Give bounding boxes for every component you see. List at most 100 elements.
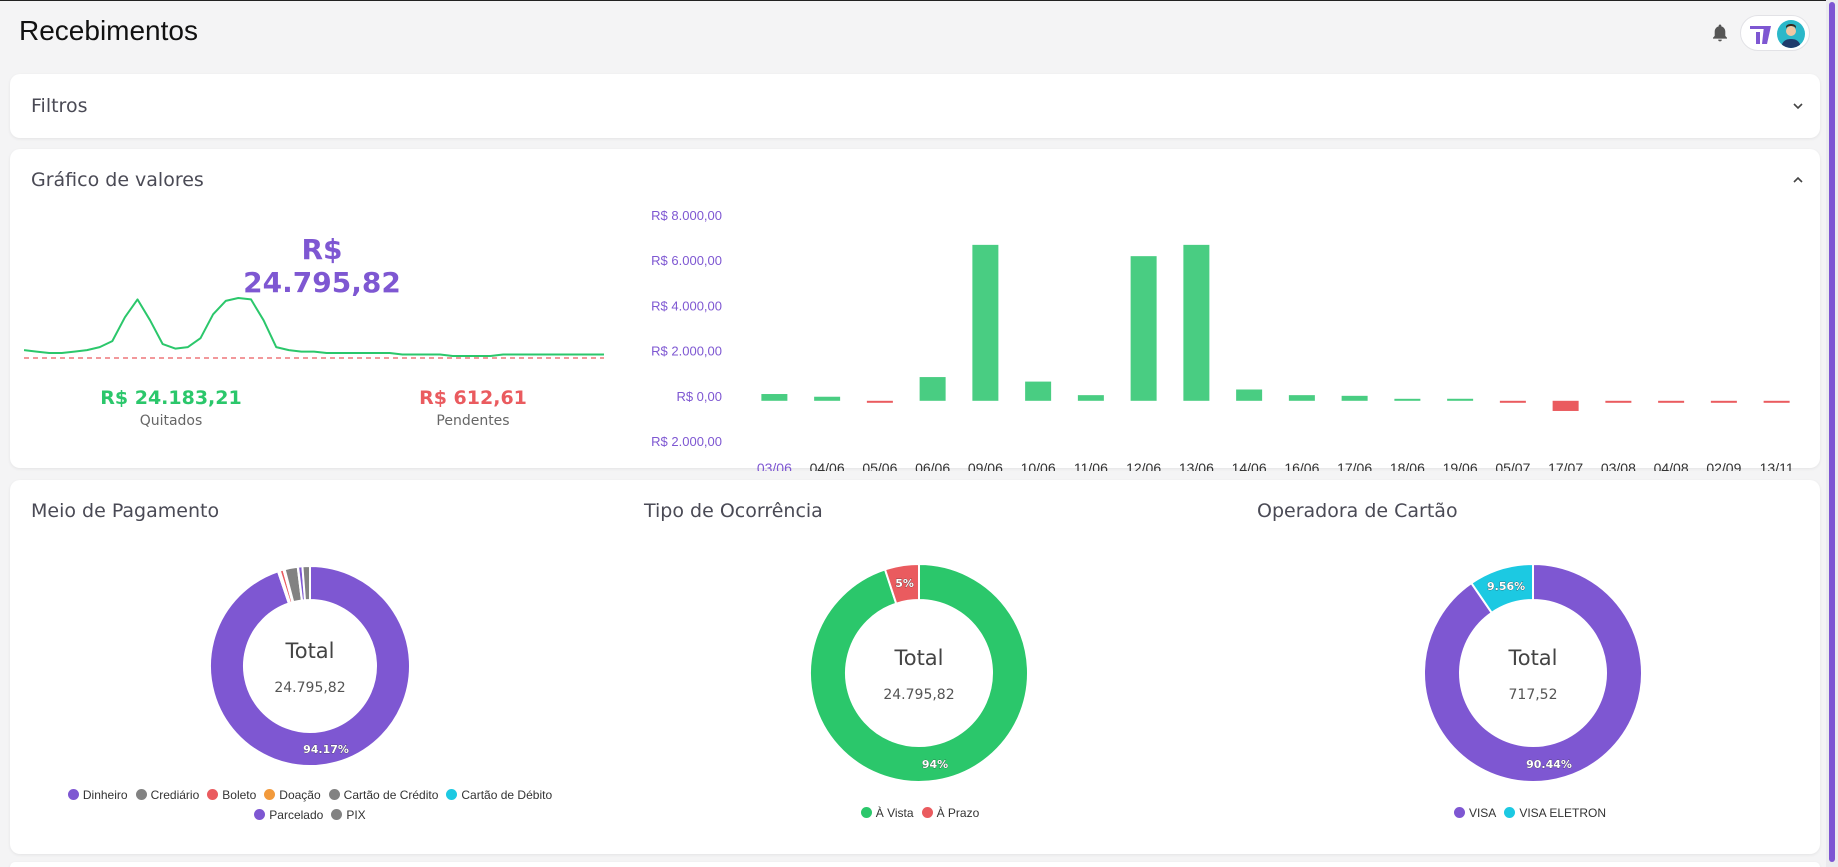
- bar[interactable]: [1077, 395, 1104, 401]
- bar[interactable]: [814, 396, 841, 401]
- filters-title: Filtros: [31, 95, 88, 117]
- chevron-up-icon[interactable]: [1792, 176, 1804, 184]
- donut-center-value: 717,52: [1509, 687, 1558, 703]
- donut-slice[interactable]: [209, 564, 411, 767]
- page-title: Recebimentos: [19, 15, 198, 46]
- slice-data-label: 94.17%: [303, 743, 349, 756]
- bar[interactable]: [1710, 400, 1737, 403]
- legend-item[interactable]: VISA: [1453, 803, 1497, 823]
- chevron-down-icon[interactable]: [1792, 102, 1804, 110]
- legend-label: Doação: [279, 788, 321, 802]
- legend-item[interactable]: Doação: [264, 785, 321, 805]
- avatar: [1777, 20, 1805, 48]
- legend-marker: [264, 789, 276, 800]
- bar[interactable]: [1341, 395, 1368, 401]
- legend-item[interactable]: À Prazo: [921, 803, 979, 823]
- values-chart-panel: Gráfico de valores R$ 24.795,82 R$ 24.18…: [10, 149, 1820, 471]
- card-operator-title: Operadora de Cartão: [1257, 500, 1458, 522]
- legend-item[interactable]: Cartão de Débito: [446, 785, 552, 805]
- legend-item[interactable]: Dinheiro: [67, 785, 128, 805]
- bar[interactable]: [1288, 395, 1315, 401]
- legend-item[interactable]: Crediário: [135, 785, 200, 805]
- legend-marker: [328, 789, 340, 800]
- legend-item[interactable]: VISA ELETRON: [1504, 803, 1606, 823]
- breakdown-panel: Meio de Pagamento Tipo de Ocorrência Ope…: [10, 480, 1820, 854]
- legend-label: VISA ELETRON: [1519, 806, 1607, 820]
- bar[interactable]: [1236, 389, 1263, 401]
- legend-marker: [254, 809, 266, 820]
- bell-icon[interactable]: [1711, 23, 1729, 43]
- payment-method-legend: Dinheiro Crediário Boleto Doação Cartão de C…: [30, 785, 590, 825]
- legend-marker: [67, 789, 79, 800]
- x-tick-label: 19/06: [1443, 460, 1478, 471]
- y-tick-label: R$ 4.000,00: [651, 298, 722, 313]
- paid-label: Quitados: [139, 413, 203, 429]
- x-tick-label: 04/08: [1654, 460, 1689, 471]
- donut-slice[interactable]: [883, 562, 920, 605]
- x-tick-label: 17/06: [1337, 460, 1372, 471]
- legend-marker: [860, 807, 872, 818]
- x-tick-label: 03/08: [1601, 460, 1636, 471]
- legend-item[interactable]: PIX: [331, 805, 366, 825]
- donut-slice[interactable]: [1470, 562, 1534, 615]
- card-operator-legend: VISA VISA ELETRON: [1240, 803, 1820, 823]
- x-tick-label: 05/06: [862, 460, 897, 471]
- occurrence-type-donut: 94% 5% Total 24.795,82: [809, 562, 1029, 783]
- bar[interactable]: [1183, 244, 1210, 401]
- company-logo-icon: [1750, 26, 1771, 44]
- legend-marker: [1453, 807, 1465, 818]
- donut-slice[interactable]: [809, 562, 1029, 783]
- x-tick-label: 09/06: [968, 460, 1003, 471]
- slice-data-label: 94%: [922, 758, 948, 771]
- legend-item[interactable]: Boleto: [207, 785, 256, 805]
- donut-slice[interactable]: [1423, 562, 1643, 783]
- y-tick-label: R$ 8.000,00: [651, 208, 722, 223]
- bar[interactable]: [866, 400, 893, 403]
- x-tick-label: 05/07: [1495, 460, 1530, 471]
- legend-item[interactable]: Parcelado: [254, 805, 323, 825]
- scrollbar-thumb[interactable]: [1829, 2, 1835, 862]
- bar[interactable]: [1658, 400, 1685, 403]
- bar[interactable]: [1025, 381, 1052, 401]
- user-menu[interactable]: [1740, 15, 1810, 51]
- pending-label: Pendentes: [436, 413, 510, 429]
- paid-sparkline: [24, 297, 604, 357]
- bar[interactable]: [1552, 400, 1579, 411]
- bar[interactable]: [1447, 398, 1474, 401]
- x-tick-label: 02/09: [1706, 460, 1741, 471]
- total-amount: R$ 24.795,82: [243, 233, 401, 299]
- legend-label: Cartão de Débito: [461, 788, 553, 802]
- legend-label: VISA: [1468, 806, 1497, 820]
- bar[interactable]: [1130, 256, 1157, 401]
- scrollbar[interactable]: [1826, 0, 1838, 867]
- donut-slice[interactable]: [301, 564, 311, 602]
- legend-marker: [921, 807, 933, 818]
- values-chart-title: Gráfico de valores: [31, 169, 204, 191]
- bar[interactable]: [1605, 400, 1632, 403]
- legend-label: Crediário: [150, 788, 200, 802]
- bar[interactable]: [1763, 400, 1790, 403]
- paid-value: R$ 24.183,21: [100, 387, 242, 409]
- legend-item[interactable]: À Vista: [860, 803, 914, 823]
- x-tick-label: 17/07: [1548, 460, 1583, 471]
- x-tick-label: 12/06: [1126, 460, 1161, 471]
- legend-item[interactable]: Cartão de Crédito: [328, 785, 439, 805]
- filters-panel[interactable]: Filtros: [10, 74, 1820, 138]
- bar[interactable]: [1394, 398, 1421, 401]
- card-operator-donut: 90.44% 9.56% Total 717,52: [1423, 562, 1643, 783]
- pending-value: R$ 612,61: [419, 387, 527, 409]
- bar[interactable]: [972, 244, 999, 401]
- legend-label: Cartão de Crédito: [343, 788, 439, 802]
- donut-center-value: 24.795,82: [883, 687, 954, 703]
- sparkline-chart: [24, 297, 604, 359]
- legend-label: À Vista: [875, 806, 914, 820]
- top-bar: Recebimentos: [0, 0, 1838, 64]
- donut-center-value: 24.795,82: [274, 680, 345, 696]
- bar[interactable]: [761, 394, 788, 401]
- x-tick-label: 16/06: [1284, 460, 1319, 471]
- bar[interactable]: [1499, 400, 1526, 403]
- bar[interactable]: [919, 377, 946, 401]
- slice-data-label: 9.56%: [1487, 580, 1525, 593]
- daily-values-bar-chart: R$ 2.000,00 R$ 0,00 R$ 2.000,00 R$ 4.000,00…: [651, 208, 1794, 471]
- y-tick-label: R$ 6.000,00: [651, 253, 722, 268]
